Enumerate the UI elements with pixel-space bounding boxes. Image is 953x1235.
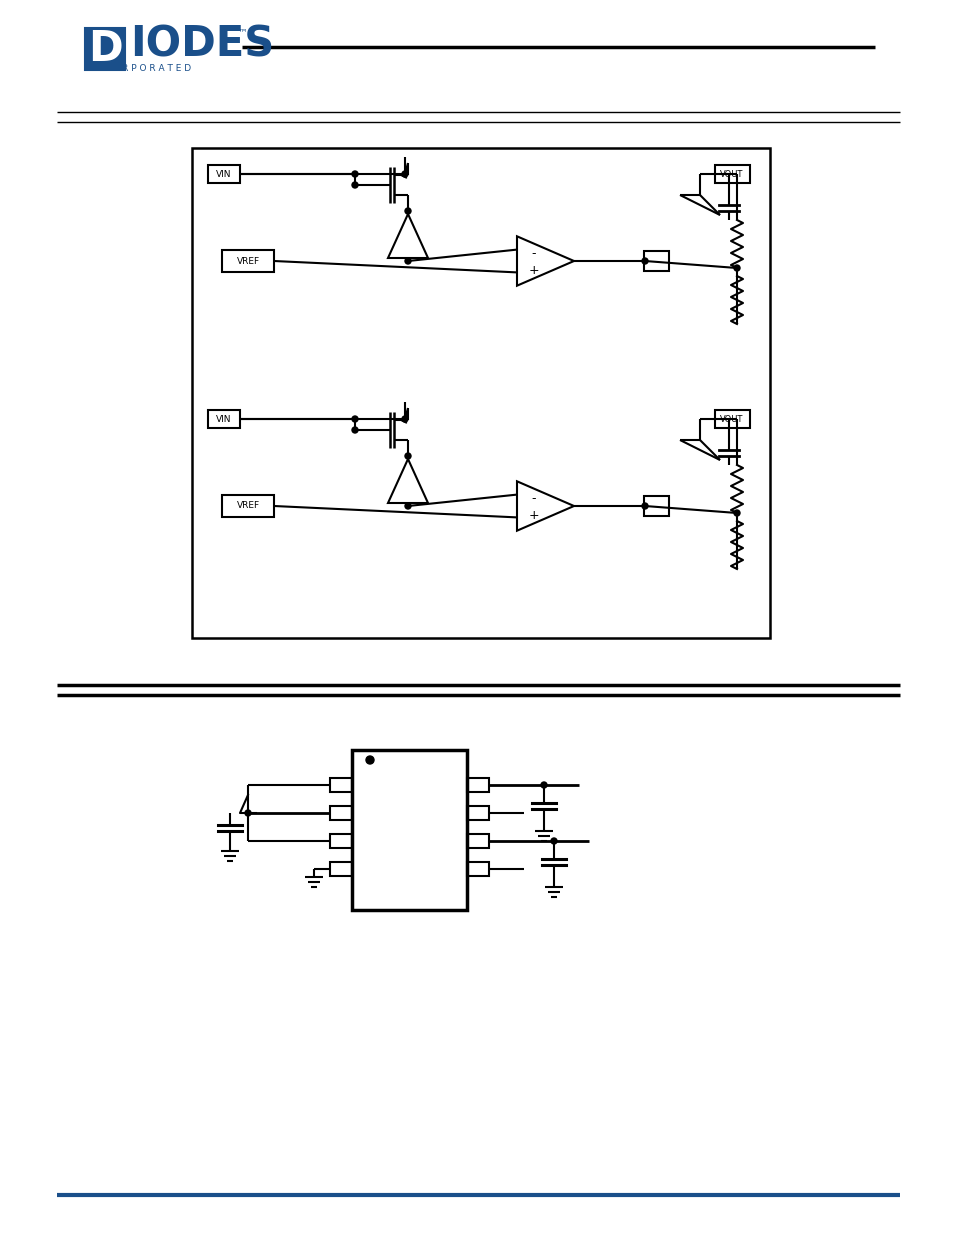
Bar <box>643 251 668 270</box>
Bar <box>330 862 352 876</box>
Bar <box>714 165 749 183</box>
Bar <box>714 410 749 429</box>
Circle shape <box>405 258 411 264</box>
Circle shape <box>551 839 557 844</box>
Text: -: - <box>531 247 536 259</box>
Bar <box>85 28 125 70</box>
Circle shape <box>366 756 374 764</box>
Circle shape <box>405 503 411 509</box>
Circle shape <box>405 453 411 459</box>
Bar <box>222 495 274 517</box>
Circle shape <box>245 810 251 816</box>
Bar <box>467 862 489 876</box>
Bar <box>192 148 769 638</box>
Circle shape <box>352 170 357 177</box>
Text: VIN: VIN <box>216 169 232 179</box>
Bar <box>352 750 467 910</box>
Circle shape <box>641 503 647 509</box>
Bar <box>467 834 489 848</box>
Text: IODES: IODES <box>130 23 274 65</box>
Text: VOUT: VOUT <box>720 415 743 424</box>
Circle shape <box>405 207 411 214</box>
Bar <box>330 806 352 820</box>
Text: VREF: VREF <box>236 257 259 266</box>
Bar <box>643 496 668 516</box>
Circle shape <box>641 258 647 264</box>
Circle shape <box>352 416 357 422</box>
Text: D: D <box>88 28 122 70</box>
Bar <box>467 806 489 820</box>
Circle shape <box>401 416 408 422</box>
Bar <box>467 778 489 792</box>
Circle shape <box>733 266 740 270</box>
Circle shape <box>352 182 357 188</box>
Bar <box>330 778 352 792</box>
Bar <box>330 834 352 848</box>
Text: -: - <box>531 492 536 505</box>
Circle shape <box>540 782 546 788</box>
Bar <box>222 249 274 272</box>
Text: I N C O R P O R A T E D: I N C O R P O R A T E D <box>88 63 191 73</box>
Bar <box>208 165 240 183</box>
Text: VIN: VIN <box>216 415 232 424</box>
Circle shape <box>733 510 740 516</box>
Text: +: + <box>528 264 538 277</box>
Text: +: + <box>528 509 538 522</box>
Text: VREF: VREF <box>236 501 259 510</box>
Bar <box>208 410 240 429</box>
Text: VOUT: VOUT <box>720 169 743 179</box>
Circle shape <box>352 427 357 433</box>
Text: ™: ™ <box>237 27 248 37</box>
Circle shape <box>401 170 408 177</box>
